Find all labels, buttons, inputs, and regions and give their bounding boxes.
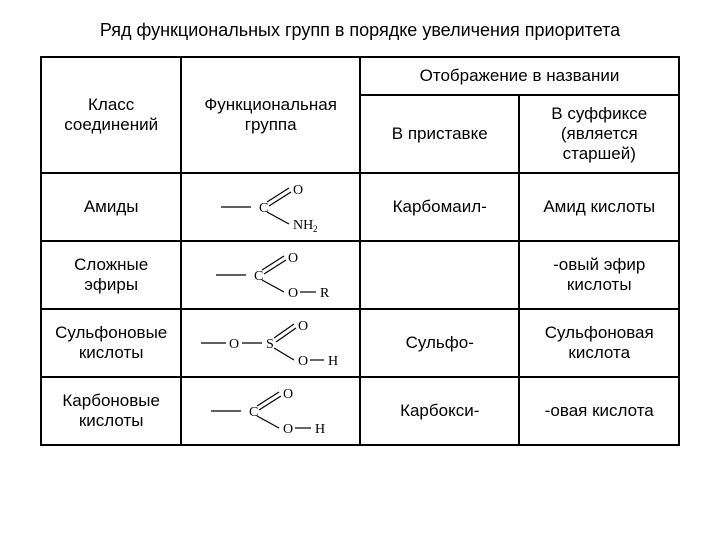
cell-suffix: Амид кислоты [519, 173, 679, 241]
cell-class: Сложные эфиры [41, 241, 181, 309]
svg-text:S: S [266, 337, 274, 352]
cell-group: C O NH 2 [181, 173, 360, 241]
header-display: Отображение в названии [360, 57, 679, 95]
svg-text:O: O [298, 319, 308, 334]
cell-prefix: Сульфо- [360, 309, 520, 377]
functional-groups-table: Класс соединений Функциональная группа О… [40, 56, 680, 446]
svg-text:O: O [293, 183, 303, 198]
svg-text:NH: NH [293, 218, 313, 232]
cell-group: C O O H [181, 377, 360, 445]
cell-suffix: -овый эфир кислоты [519, 241, 679, 309]
cell-suffix: -овая кислота [519, 377, 679, 445]
svg-text:R: R [320, 286, 330, 300]
cell-group: O S O O H [181, 309, 360, 377]
cell-class: Карбоновые кислоты [41, 377, 181, 445]
header-prefix: В приставке [360, 95, 520, 173]
page-title: Ряд функциональных групп в порядке увели… [40, 20, 680, 41]
cell-class: Амиды [41, 173, 181, 241]
svg-text:C: C [254, 269, 263, 284]
svg-text:O: O [283, 422, 293, 436]
table-row: Амиды C O NH 2 Карбомаил- Амид кислоты [41, 173, 679, 241]
cell-suffix: Сульфоновая кислота [519, 309, 679, 377]
svg-text:C: C [259, 201, 268, 216]
svg-text:C: C [249, 405, 258, 420]
structure-sulfonic: O S O O H [196, 318, 346, 368]
svg-text:O: O [283, 387, 293, 402]
svg-text:O: O [288, 251, 298, 266]
cell-prefix: Карбокси- [360, 377, 520, 445]
svg-text:O: O [288, 286, 298, 300]
header-suffix: В суффиксе (является старшей) [519, 95, 679, 173]
cell-prefix [360, 241, 520, 309]
svg-text:O: O [229, 337, 239, 352]
table-row: Сложные эфиры C O O R -овый эфир кислоты [41, 241, 679, 309]
header-group: Функциональная группа [181, 57, 360, 173]
table-row: Сульфоновые кислоты O S O O H Сульфо- Су [41, 309, 679, 377]
header-class: Класс соединений [41, 57, 181, 173]
cell-group: C O O R [181, 241, 360, 309]
svg-text:2: 2 [313, 224, 318, 232]
cell-class: Сульфоновые кислоты [41, 309, 181, 377]
svg-text:H: H [315, 422, 325, 436]
structure-ester: C O O R [206, 250, 336, 300]
structure-amide: C O NH 2 [211, 182, 331, 232]
cell-prefix: Карбомаил- [360, 173, 520, 241]
svg-text:H: H [328, 354, 338, 368]
table-row: Карбоновые кислоты C O O H Карбокси- -ов… [41, 377, 679, 445]
structure-carboxylic: C O O H [201, 386, 341, 436]
svg-text:O: O [298, 354, 308, 368]
